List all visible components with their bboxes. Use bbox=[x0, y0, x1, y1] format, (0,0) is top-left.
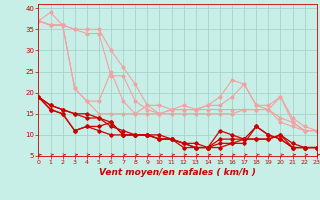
X-axis label: Vent moyen/en rafales ( km/h ): Vent moyen/en rafales ( km/h ) bbox=[99, 168, 256, 177]
